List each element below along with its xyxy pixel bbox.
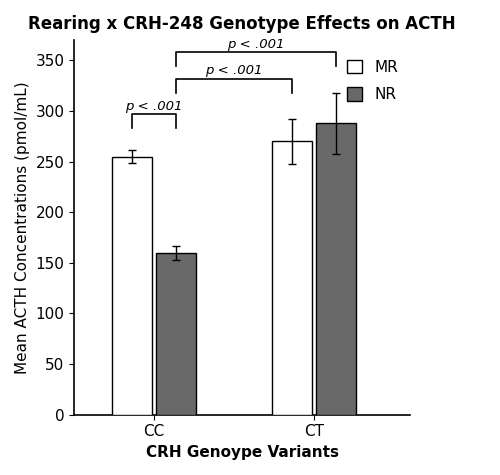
Bar <box>272 142 312 415</box>
Y-axis label: Mean ACTH Concentrations (pmol/mL): Mean ACTH Concentrations (pmol/mL) <box>15 81 30 374</box>
Legend: MR, NR: MR, NR <box>342 55 402 107</box>
Bar <box>112 157 152 415</box>
Text: p < .001: p < .001 <box>126 99 183 113</box>
Title: Rearing x CRH-248 Genotype Effects on ACTH: Rearing x CRH-248 Genotype Effects on AC… <box>28 15 456 33</box>
X-axis label: CRH Genoype Variants: CRH Genoype Variants <box>146 445 338 460</box>
Text: p < .001: p < .001 <box>228 38 285 51</box>
Bar <box>156 253 196 415</box>
Bar <box>316 123 356 415</box>
Text: p < .001: p < .001 <box>206 64 263 77</box>
